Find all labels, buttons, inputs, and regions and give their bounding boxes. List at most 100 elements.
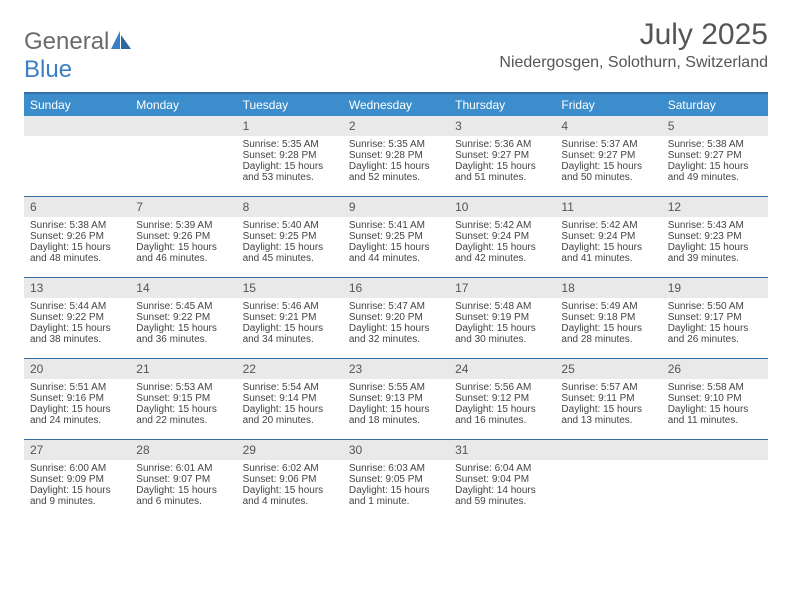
day-cell: Sunrise: 5:56 AMSunset: 9:12 PMDaylight:… [449, 379, 555, 439]
sunset-text: Sunset: 9:05 PM [349, 474, 443, 485]
day-cell: Sunrise: 6:02 AMSunset: 9:06 PMDaylight:… [237, 460, 343, 520]
day-number: 29 [237, 440, 343, 460]
day-cell: Sunrise: 5:35 AMSunset: 9:28 PMDaylight:… [237, 136, 343, 196]
title-block: July 2025 Niedergosgen, Solothurn, Switz… [499, 18, 768, 72]
sunset-text: Sunset: 9:26 PM [30, 231, 124, 242]
day-cell: Sunrise: 5:39 AMSunset: 9:26 PMDaylight:… [130, 217, 236, 277]
day-cell: Sunrise: 5:38 AMSunset: 9:26 PMDaylight:… [24, 217, 130, 277]
day-cell: Sunrise: 5:50 AMSunset: 9:17 PMDaylight:… [662, 298, 768, 358]
sunset-text: Sunset: 9:25 PM [349, 231, 443, 242]
sunset-text: Sunset: 9:21 PM [243, 312, 337, 323]
day-number [662, 440, 768, 460]
day-cell: Sunrise: 5:54 AMSunset: 9:14 PMDaylight:… [237, 379, 343, 439]
sunset-text: Sunset: 9:24 PM [455, 231, 549, 242]
sunrise-text: Sunrise: 5:50 AM [668, 301, 762, 312]
daylight-text: Daylight: 15 hours and 50 minutes. [561, 161, 655, 183]
brand-part1: General [24, 28, 109, 56]
day-cell: Sunrise: 5:58 AMSunset: 9:10 PMDaylight:… [662, 379, 768, 439]
weekday-header: Saturday [662, 94, 768, 116]
sunset-text: Sunset: 9:20 PM [349, 312, 443, 323]
day-number: 3 [449, 116, 555, 136]
day-cell: Sunrise: 5:44 AMSunset: 9:22 PMDaylight:… [24, 298, 130, 358]
day-number: 30 [343, 440, 449, 460]
sail-icon [111, 28, 131, 56]
daylight-text: Daylight: 15 hours and 51 minutes. [455, 161, 549, 183]
day-number: 21 [130, 359, 236, 379]
day-number: 23 [343, 359, 449, 379]
day-cell [130, 136, 236, 196]
day-cell: Sunrise: 5:53 AMSunset: 9:15 PMDaylight:… [130, 379, 236, 439]
daynum-row: 20212223242526 [24, 358, 768, 379]
day-number: 17 [449, 278, 555, 298]
sunset-text: Sunset: 9:24 PM [561, 231, 655, 242]
day-cell: Sunrise: 5:42 AMSunset: 9:24 PMDaylight:… [555, 217, 661, 277]
sunrise-text: Sunrise: 5:37 AM [561, 139, 655, 150]
sunrise-text: Sunrise: 5:38 AM [30, 220, 124, 231]
weekday-header: Sunday [24, 94, 130, 116]
sunrise-text: Sunrise: 5:48 AM [455, 301, 549, 312]
daylight-text: Daylight: 15 hours and 45 minutes. [243, 242, 337, 264]
daylight-text: Daylight: 15 hours and 36 minutes. [136, 323, 230, 345]
daylight-text: Daylight: 15 hours and 41 minutes. [561, 242, 655, 264]
sunset-text: Sunset: 9:10 PM [668, 393, 762, 404]
sunset-text: Sunset: 9:28 PM [349, 150, 443, 161]
calendar-table: Sunday Monday Tuesday Wednesday Thursday… [24, 92, 768, 520]
day-cell: Sunrise: 5:48 AMSunset: 9:19 PMDaylight:… [449, 298, 555, 358]
sunset-text: Sunset: 9:09 PM [30, 474, 124, 485]
daylight-text: Daylight: 15 hours and 34 minutes. [243, 323, 337, 345]
day-cell: Sunrise: 5:35 AMSunset: 9:28 PMDaylight:… [343, 136, 449, 196]
day-number [130, 116, 236, 136]
day-cell: Sunrise: 6:03 AMSunset: 9:05 PMDaylight:… [343, 460, 449, 520]
day-cell: Sunrise: 5:41 AMSunset: 9:25 PMDaylight:… [343, 217, 449, 277]
sunset-text: Sunset: 9:07 PM [136, 474, 230, 485]
weeks-container: 12345Sunrise: 5:35 AMSunset: 9:28 PMDayl… [24, 116, 768, 520]
daylight-text: Daylight: 15 hours and 32 minutes. [349, 323, 443, 345]
sunset-text: Sunset: 9:28 PM [243, 150, 337, 161]
sunset-text: Sunset: 9:26 PM [136, 231, 230, 242]
weekday-header-row: Sunday Monday Tuesday Wednesday Thursday… [24, 94, 768, 116]
daylight-text: Daylight: 15 hours and 16 minutes. [455, 404, 549, 426]
sunset-text: Sunset: 9:06 PM [243, 474, 337, 485]
day-number [555, 440, 661, 460]
sunrise-text: Sunrise: 5:35 AM [243, 139, 337, 150]
sunrise-text: Sunrise: 5:36 AM [455, 139, 549, 150]
sunrise-text: Sunrise: 6:00 AM [30, 463, 124, 474]
sunrise-text: Sunrise: 5:43 AM [668, 220, 762, 231]
daylight-text: Daylight: 15 hours and 38 minutes. [30, 323, 124, 345]
daybody-row: Sunrise: 5:51 AMSunset: 9:16 PMDaylight:… [24, 379, 768, 439]
day-cell: Sunrise: 5:42 AMSunset: 9:24 PMDaylight:… [449, 217, 555, 277]
sunrise-text: Sunrise: 5:35 AM [349, 139, 443, 150]
daylight-text: Daylight: 15 hours and 24 minutes. [30, 404, 124, 426]
daylight-text: Daylight: 15 hours and 46 minutes. [136, 242, 230, 264]
sunset-text: Sunset: 9:22 PM [30, 312, 124, 323]
sunrise-text: Sunrise: 5:38 AM [668, 139, 762, 150]
weekday-header: Wednesday [343, 94, 449, 116]
daylight-text: Daylight: 15 hours and 4 minutes. [243, 485, 337, 507]
daybody-row: Sunrise: 5:44 AMSunset: 9:22 PMDaylight:… [24, 298, 768, 358]
sunrise-text: Sunrise: 5:39 AM [136, 220, 230, 231]
sunset-text: Sunset: 9:14 PM [243, 393, 337, 404]
sunrise-text: Sunrise: 5:54 AM [243, 382, 337, 393]
sunset-text: Sunset: 9:27 PM [561, 150, 655, 161]
daylight-text: Daylight: 15 hours and 13 minutes. [561, 404, 655, 426]
day-cell: Sunrise: 6:04 AMSunset: 9:04 PMDaylight:… [449, 460, 555, 520]
sunrise-text: Sunrise: 5:40 AM [243, 220, 337, 231]
day-number: 31 [449, 440, 555, 460]
day-number: 13 [24, 278, 130, 298]
sunrise-text: Sunrise: 6:02 AM [243, 463, 337, 474]
sunrise-text: Sunrise: 5:56 AM [455, 382, 549, 393]
daybody-row: Sunrise: 6:00 AMSunset: 9:09 PM Daylight:… [24, 460, 768, 520]
sunrise-text: Sunrise: 5:45 AM [136, 301, 230, 312]
day-number: 2 [343, 116, 449, 136]
day-number: 4 [555, 116, 661, 136]
daynum-row: 13141516171819 [24, 277, 768, 298]
sunrise-text: Sunrise: 5:41 AM [349, 220, 443, 231]
day-cell: Sunrise: 5:38 AMSunset: 9:27 PMDaylight:… [662, 136, 768, 196]
daylight-text: Daylight: 15 hours and 6 minutes. [136, 485, 230, 507]
page-title: July 2025 [499, 18, 768, 52]
daylight-text: Daylight: 15 hours and 1 minute. [349, 485, 443, 507]
daylight-text: Daylight: 15 hours and 11 minutes. [668, 404, 762, 426]
day-number: 25 [555, 359, 661, 379]
daylight-text: Daylight: 15 hours and 22 minutes. [136, 404, 230, 426]
day-number: 26 [662, 359, 768, 379]
